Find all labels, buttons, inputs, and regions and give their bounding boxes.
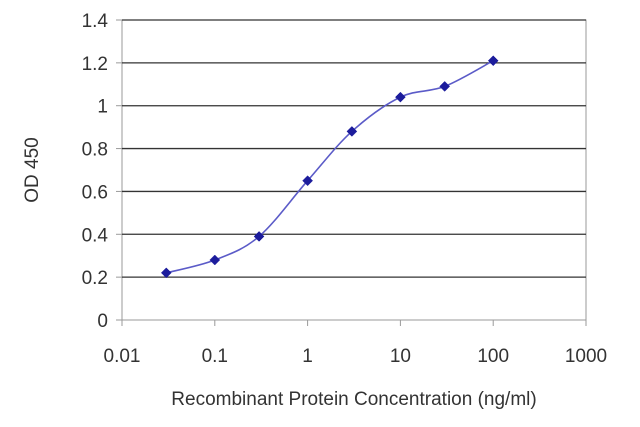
x-tick-label: 0.1: [202, 346, 228, 367]
data-point: [302, 175, 313, 187]
data-point: [439, 81, 451, 92]
data-point: [253, 231, 265, 242]
x-axis-title: Recombinant Protein Concentration (ng/ml…: [171, 389, 536, 410]
y-tick-label: 0.2: [82, 268, 108, 289]
data-point: [160, 267, 172, 279]
gridlines: [122, 19, 586, 278]
y-axis-ticks: 0 0.2 0.4 0.6 0.8 1 1.2 1.4: [82, 11, 122, 332]
x-tick-label: 10: [390, 346, 411, 367]
data-point: [487, 55, 499, 67]
data-point: [395, 91, 406, 103]
series-line: [166, 60, 494, 274]
data-point: [209, 254, 221, 266]
x-tick-label: 1000: [565, 346, 607, 367]
data-point: [346, 126, 358, 137]
data-series: [160, 55, 499, 279]
y-tick-label: 0.6: [82, 182, 108, 203]
x-tick-label: 0.01: [104, 346, 141, 367]
y-tick-label: 1: [97, 97, 108, 118]
y-tick-label: 0.8: [82, 140, 108, 161]
y-tick-label: 0: [97, 311, 108, 332]
y-tick-label: 1.4: [82, 11, 109, 32]
x-tick-label: 100: [477, 346, 509, 367]
plot-area: [121, 19, 587, 321]
x-tick-label: 1: [302, 346, 313, 367]
y-axis-title: OD 450: [22, 137, 43, 202]
y-tick-label: 0.4: [82, 225, 109, 246]
x-axis-ticks: 0.01 0.1 1 10 100 1000: [104, 320, 607, 367]
y-tick-label: 1.2: [82, 54, 108, 75]
